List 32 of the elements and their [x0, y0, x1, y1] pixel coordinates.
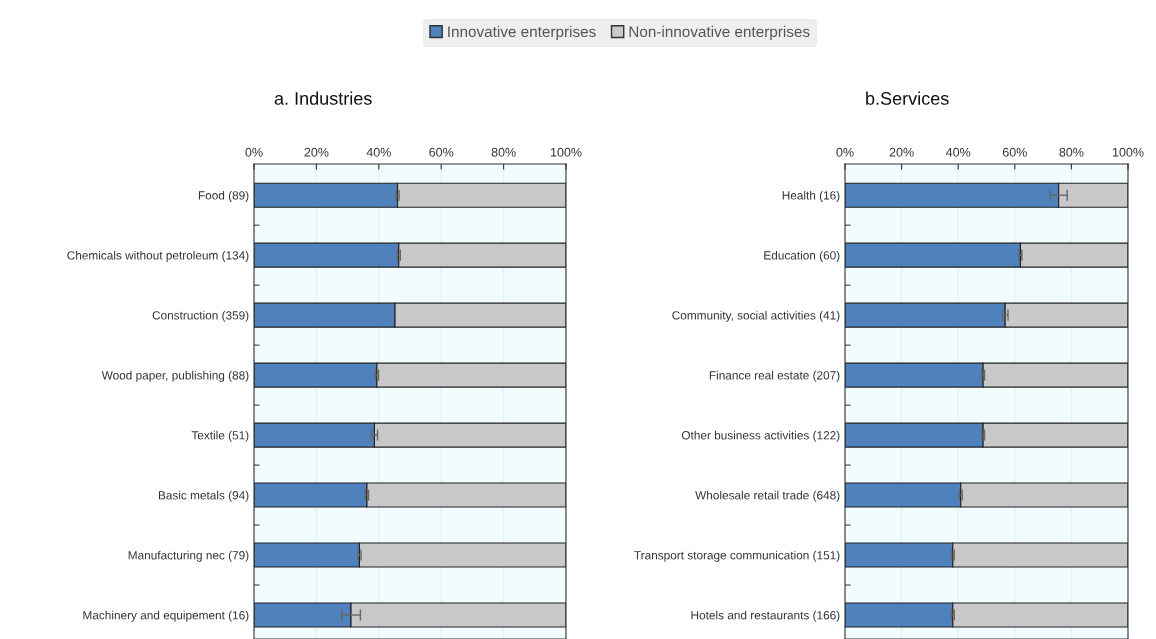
y-tick-label: Other business activities (122)	[681, 430, 840, 442]
x-tick-label: 40%	[945, 147, 971, 157]
y-tick-label: Community, social activities (41)	[672, 310, 840, 322]
x-tick-label: 0%	[245, 147, 263, 157]
x-tick-label: 100%	[1112, 147, 1144, 157]
x-tick-label: 100%	[550, 147, 582, 157]
x-tick-label: 60%	[1002, 147, 1027, 157]
legend-label: Innovative enterprises	[448, 25, 596, 41]
y-tick-label: Construction (359)	[152, 310, 249, 322]
y-tick-label: Chemicals without petroleum (134)	[67, 250, 249, 262]
y-tick-label: Textile (51)	[191, 430, 249, 442]
y-tick-label: Wood paper, publishing (88)	[101, 370, 249, 382]
x-tick-label: 0%	[836, 147, 854, 157]
y-tick-label: Machinery and equipement (16)	[83, 610, 249, 622]
y-tick-label: Hotels and restaurants (166)	[691, 610, 840, 622]
x-tick-label: 20%	[889, 147, 914, 157]
legend-label: Non-innovative enterprises	[629, 25, 810, 41]
x-tick-label: 40%	[366, 147, 391, 157]
y-tick-label: Wholesale retail trade (648)	[695, 490, 840, 502]
x-tick-label: 80%	[1059, 147, 1084, 157]
y-tick-label: Education (60)	[764, 250, 840, 262]
y-tick-label: Basic metals (94)	[158, 490, 249, 502]
y-tick-label: Manufacturing nec (79)	[128, 550, 249, 562]
y-tick-label: Health (16)	[782, 190, 840, 202]
y-tick-label: Transport storage communication (151)	[634, 550, 840, 562]
chart-title: b.Services	[866, 91, 949, 105]
x-tick-label: 20%	[304, 147, 329, 157]
y-tick-label: Finance real estate (207)	[709, 370, 840, 382]
y-tick-label: Food (89)	[198, 190, 249, 202]
x-tick-label: 80%	[491, 147, 516, 157]
x-tick-label: 60%	[429, 147, 454, 157]
chart-title: a. Industries	[274, 91, 372, 105]
